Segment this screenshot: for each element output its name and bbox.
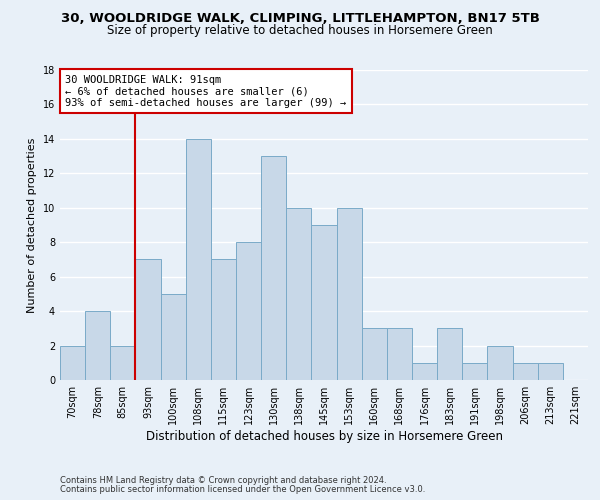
Bar [85,311,110,380]
Bar [261,156,286,380]
Bar [462,363,487,380]
Bar [110,346,136,380]
Bar [60,346,85,380]
Bar [311,225,337,380]
Bar [186,139,211,380]
Bar [286,208,311,380]
Bar [512,363,538,380]
Text: Contains HM Land Registry data © Crown copyright and database right 2024.: Contains HM Land Registry data © Crown c… [60,476,386,485]
Bar [211,260,236,380]
Bar [136,260,161,380]
Bar [236,242,261,380]
Bar [437,328,462,380]
Bar [387,328,412,380]
Bar [487,346,512,380]
Bar [337,208,362,380]
Y-axis label: Number of detached properties: Number of detached properties [27,138,37,312]
Text: 30, WOOLDRIDGE WALK, CLIMPING, LITTLEHAMPTON, BN17 5TB: 30, WOOLDRIDGE WALK, CLIMPING, LITTLEHAM… [61,12,539,26]
Text: Contains public sector information licensed under the Open Government Licence v3: Contains public sector information licen… [60,485,425,494]
Bar [161,294,186,380]
X-axis label: Distribution of detached houses by size in Horsemere Green: Distribution of detached houses by size … [146,430,503,443]
Text: 30 WOOLDRIDGE WALK: 91sqm
← 6% of detached houses are smaller (6)
93% of semi-de: 30 WOOLDRIDGE WALK: 91sqm ← 6% of detach… [65,74,347,108]
Bar [538,363,563,380]
Bar [362,328,387,380]
Text: Size of property relative to detached houses in Horsemere Green: Size of property relative to detached ho… [107,24,493,37]
Bar [412,363,437,380]
